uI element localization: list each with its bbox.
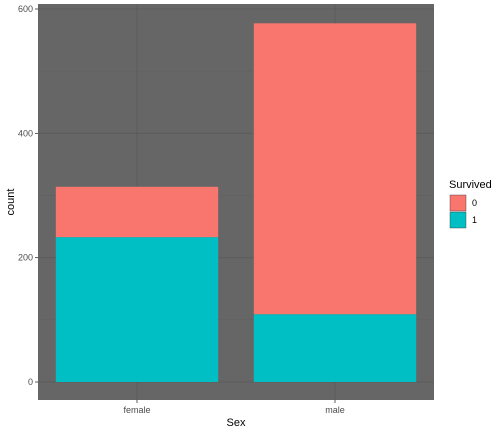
bar-female-survived-0: [55, 186, 219, 238]
legend-key-1: [449, 211, 467, 229]
y-tick-label: 0: [28, 377, 33, 387]
legend: Survived 0 1: [449, 179, 492, 229]
y-axis: 0 200 400 600: [18, 4, 38, 387]
legend-title: Survived: [449, 179, 492, 191]
x-axis: female male: [123, 400, 345, 415]
y-axis-title: count: [5, 189, 17, 216]
bars: [55, 23, 417, 382]
x-tick-label: female: [123, 405, 150, 415]
y-tick-label: 600: [18, 4, 33, 14]
legend-label-0: 0: [472, 198, 477, 208]
legend-key-0: [449, 194, 467, 212]
x-axis-title: Sex: [227, 417, 246, 429]
x-tick-label: male: [325, 405, 345, 415]
bar-male-survived-1: [253, 314, 417, 382]
bar-female-survived-1: [55, 237, 219, 382]
y-tick-label: 200: [18, 253, 33, 263]
legend-label-1: 1: [472, 215, 477, 225]
y-tick-label: 400: [18, 128, 33, 138]
bar-male-survived-0: [253, 23, 417, 315]
